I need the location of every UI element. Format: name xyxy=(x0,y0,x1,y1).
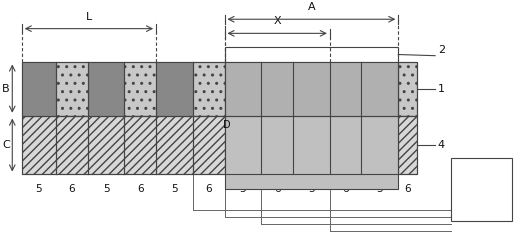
Text: 6: 6 xyxy=(274,184,280,194)
Text: B: B xyxy=(2,84,10,94)
Bar xyxy=(22,61,417,116)
Text: 1: 1 xyxy=(438,84,445,94)
Text: A: A xyxy=(308,2,315,12)
Text: 5: 5 xyxy=(103,184,109,194)
Bar xyxy=(224,61,398,116)
Bar xyxy=(224,116,398,188)
Text: 6: 6 xyxy=(342,184,349,194)
Text: 6: 6 xyxy=(69,184,75,194)
Bar xyxy=(22,116,417,174)
Bar xyxy=(156,61,193,116)
Text: 5: 5 xyxy=(376,184,383,194)
Text: C: C xyxy=(2,140,10,150)
Text: 2: 2 xyxy=(438,45,445,55)
Text: 5: 5 xyxy=(240,184,246,194)
Text: X: X xyxy=(274,16,281,26)
Text: D: D xyxy=(223,120,231,130)
Bar xyxy=(22,61,56,116)
Text: 6: 6 xyxy=(205,184,212,194)
Bar xyxy=(224,47,398,188)
Text: L: L xyxy=(86,12,92,22)
Bar xyxy=(22,116,417,174)
Bar xyxy=(22,61,417,116)
Bar xyxy=(88,61,125,116)
Text: 5: 5 xyxy=(171,184,178,194)
Bar xyxy=(451,158,512,221)
Text: 5: 5 xyxy=(308,184,315,194)
Text: 6: 6 xyxy=(404,184,411,194)
Text: 4: 4 xyxy=(438,140,445,150)
Text: 5: 5 xyxy=(35,184,42,194)
Text: 3: 3 xyxy=(478,185,485,195)
Text: 6: 6 xyxy=(137,184,144,194)
